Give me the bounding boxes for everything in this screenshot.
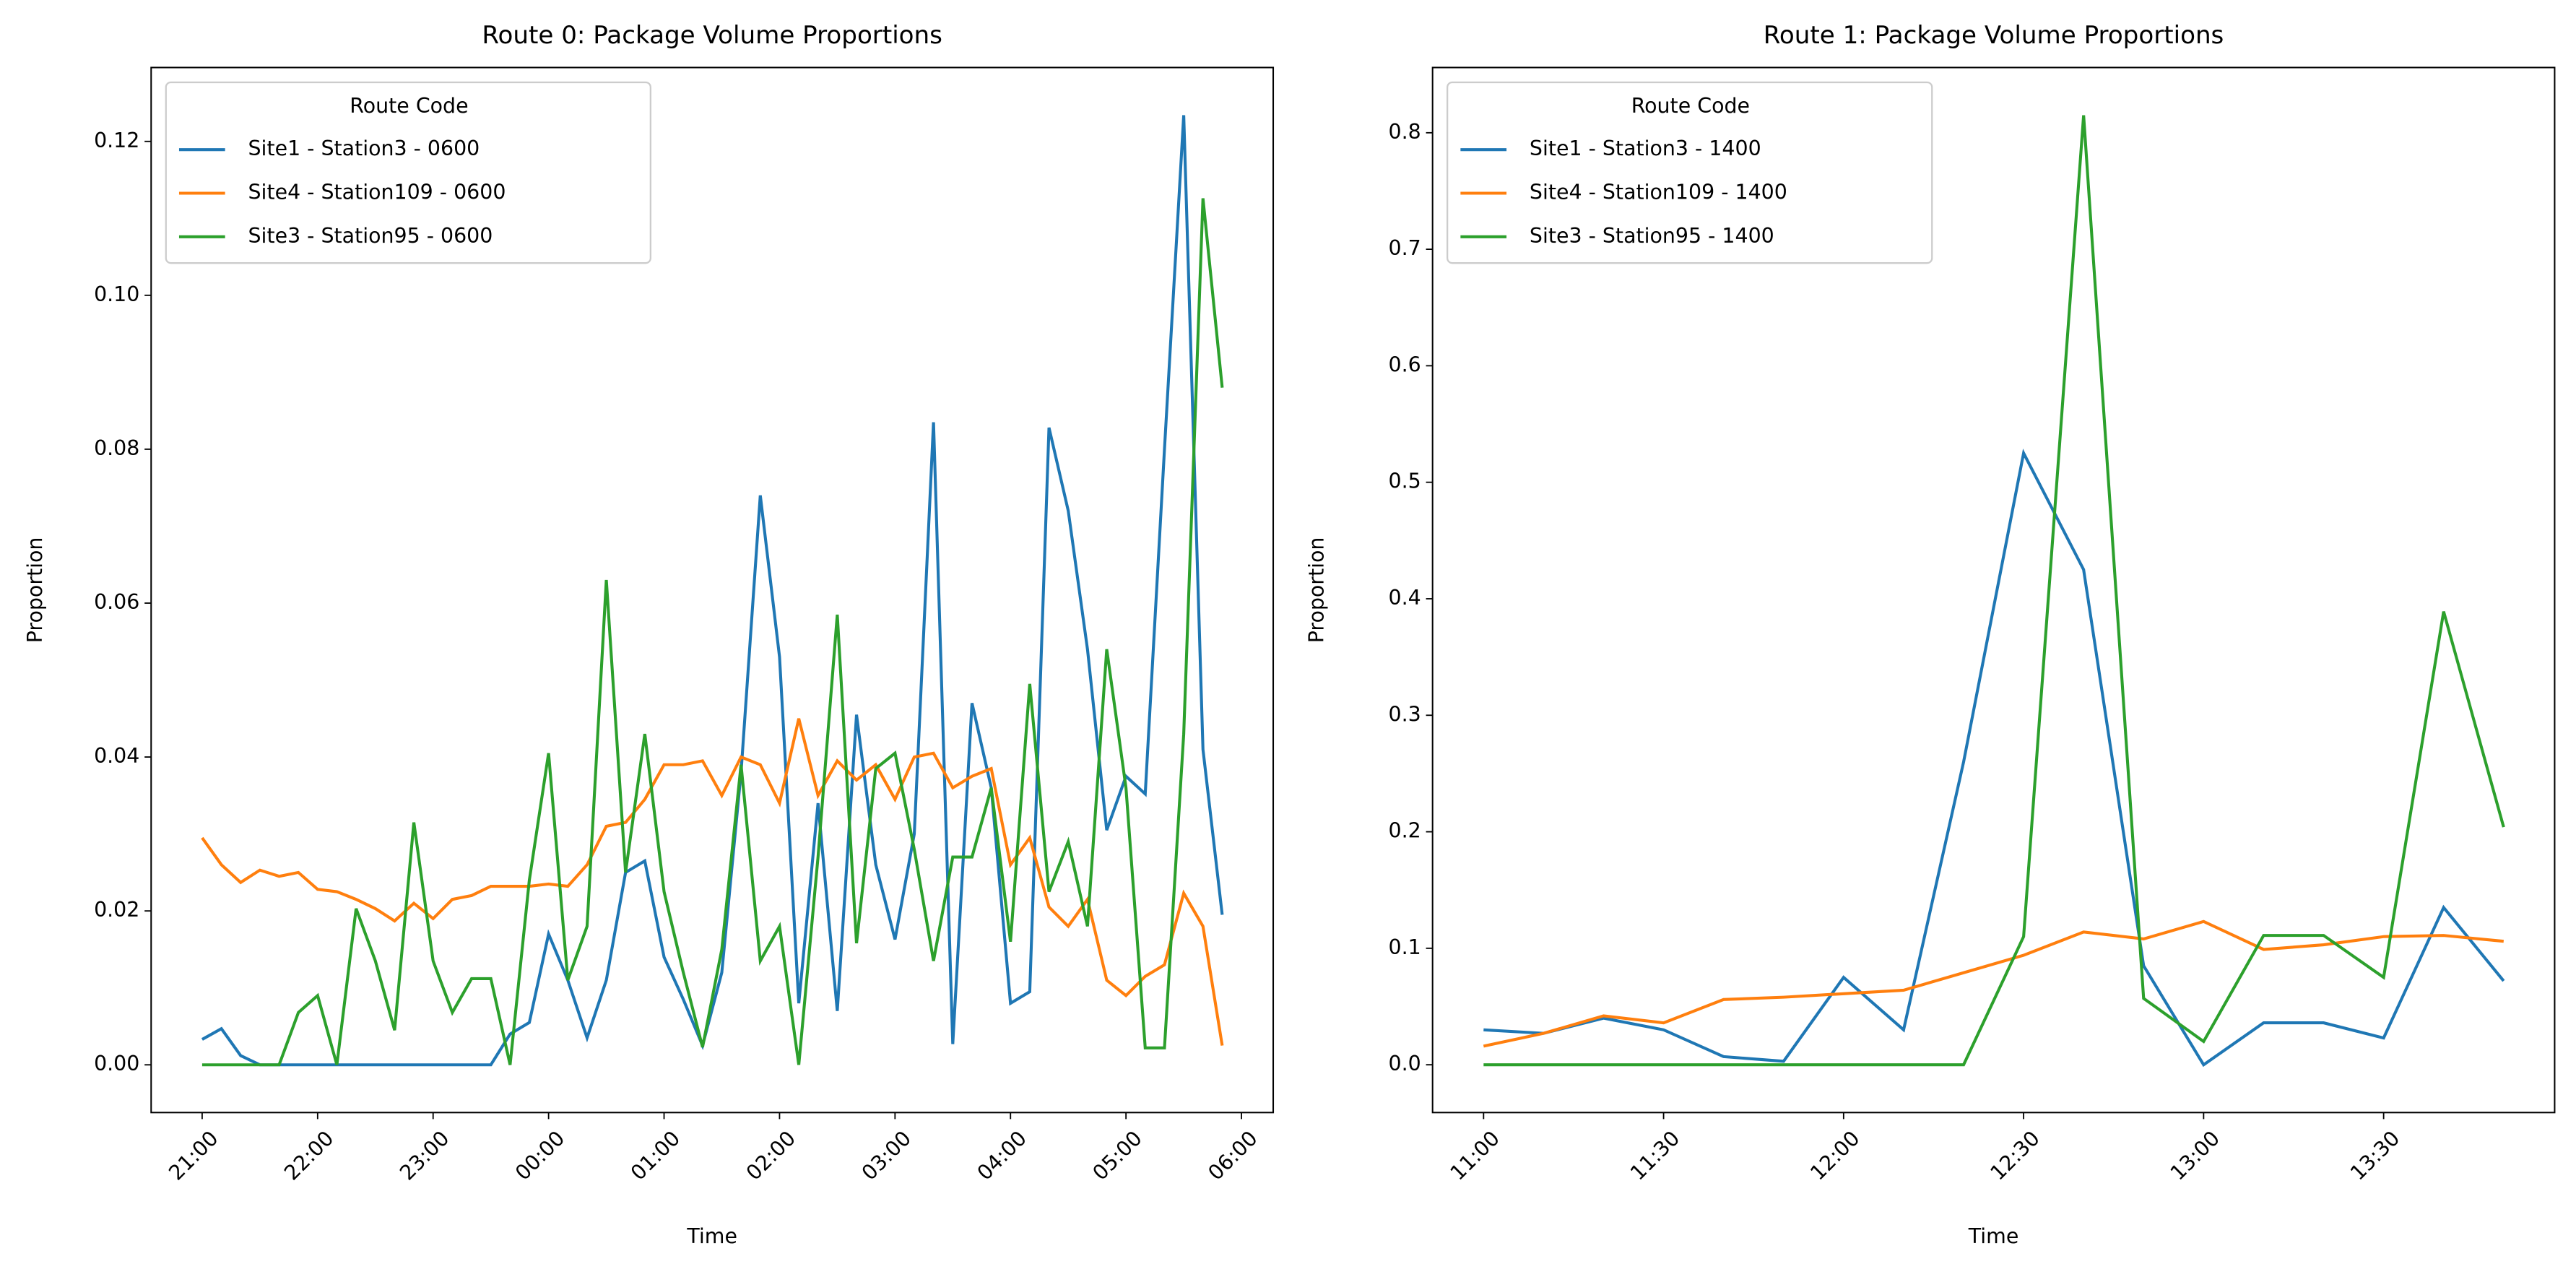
legend-label: Site4 - Station109 - 1400 [1530, 181, 1787, 204]
chart-title: Route 1: Package Volume Proportions [1764, 21, 2224, 50]
y-tick-label: 0.5 [1389, 469, 1421, 493]
y-tick-label: 0.04 [94, 744, 139, 768]
x-tick-label: 11:00 [1446, 1126, 1504, 1185]
y-tick-label: 0.0 [1389, 1052, 1421, 1075]
y-tick-label: 0.00 [94, 1052, 139, 1075]
y-axis-label: Proportion [1304, 537, 1328, 644]
series-line [1483, 115, 2505, 1067]
legend-box [165, 81, 651, 264]
x-tick-label: 04:00 [973, 1126, 1031, 1185]
legend-title: Route Code [1631, 94, 1750, 118]
x-tick-label: 01:00 [626, 1126, 685, 1185]
series-line [201, 115, 1224, 1067]
x-tick-label: 12:00 [1805, 1126, 1864, 1185]
chart-title: Route 0: Package Volume Proportions [482, 21, 942, 50]
x-tick-label: 21:00 [164, 1126, 222, 1185]
legend-box [1447, 81, 1933, 264]
y-tick-label: 0.7 [1389, 236, 1421, 260]
series-line [1483, 919, 2505, 1048]
series-line [201, 718, 1224, 1046]
series-line [201, 198, 1224, 1067]
x-tick-label: 22:00 [279, 1126, 338, 1185]
y-tick-label: 0.02 [94, 898, 139, 922]
y-tick-label: 0.6 [1389, 352, 1421, 376]
y-tick-label: 0.8 [1389, 120, 1421, 144]
y-tick-label: 0.06 [94, 590, 139, 614]
legend-label: Site1 - Station3 - 1400 [1530, 137, 1761, 160]
axes-frame [1431, 66, 2556, 1114]
x-tick-label: 23:00 [395, 1126, 454, 1185]
y-tick-label: 0.3 [1389, 702, 1421, 726]
x-tick-label: 12:30 [1986, 1126, 2044, 1185]
y-tick-label: 0.10 [94, 282, 139, 306]
legend-title: Route Code [350, 94, 468, 118]
legend-label: Site3 - Station95 - 1400 [1530, 224, 1774, 248]
y-tick-label: 0.08 [94, 436, 139, 460]
x-axis-label: Time [686, 1224, 737, 1248]
x-tick-label: 13:00 [2166, 1126, 2224, 1185]
series-line [1483, 449, 2505, 1068]
y-tick-label: 0.2 [1389, 819, 1421, 843]
legend-label: Site1 - Station3 - 0600 [248, 137, 480, 160]
x-tick-label: 02:00 [742, 1126, 800, 1185]
x-tick-label: 13:30 [2346, 1126, 2404, 1185]
y-tick-label: 0.4 [1389, 586, 1421, 610]
legend-label: Site3 - Station95 - 0600 [248, 224, 493, 248]
x-tick-label: 11:30 [1626, 1126, 1684, 1185]
x-axis-label: Time [1968, 1224, 2019, 1248]
axes-frame [150, 66, 1275, 1114]
legend-label: Site4 - Station109 - 0600 [248, 181, 506, 204]
y-tick-label: 0.12 [94, 129, 139, 152]
x-tick-label: 05:00 [1088, 1126, 1147, 1185]
x-tick-label: 06:00 [1204, 1126, 1262, 1185]
x-tick-label: 00:00 [511, 1126, 569, 1185]
y-tick-label: 0.1 [1389, 935, 1421, 959]
y-axis-label: Proportion [23, 537, 47, 644]
x-tick-label: 03:00 [857, 1126, 916, 1185]
